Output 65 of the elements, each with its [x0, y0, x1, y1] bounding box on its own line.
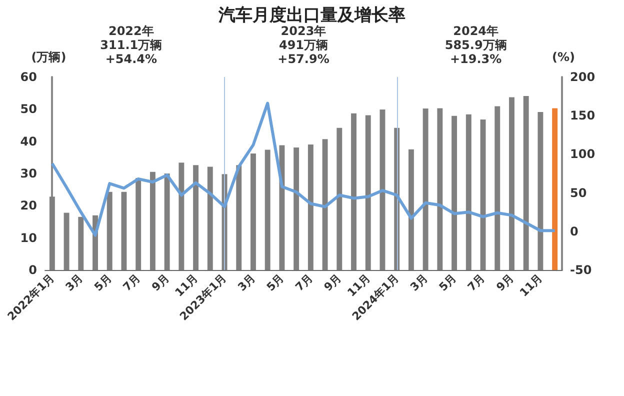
x-tick-label: 11月 [517, 271, 546, 300]
y-tick-label: 30 [20, 166, 37, 180]
bar [322, 139, 328, 270]
x-tick-label: 5月 [264, 271, 287, 294]
y-tick-label: 40 [20, 134, 37, 148]
line-series [50, 102, 556, 237]
text: 2024年 585.9万辆 +19.3% [444, 24, 507, 66]
x-tick-label: 9月 [322, 271, 344, 294]
bar [466, 114, 472, 270]
x-tick-label: 7月 [292, 271, 316, 294]
bar [150, 172, 156, 270]
bar [136, 178, 142, 270]
bar [437, 108, 443, 270]
bar [250, 154, 256, 270]
bar [178, 162, 184, 270]
bar [336, 128, 342, 270]
x-tick-label: 7月 [465, 271, 488, 294]
bar [422, 108, 428, 270]
y-axis-title: (万辆) [31, 50, 66, 64]
bar [552, 108, 558, 270]
bar [193, 165, 199, 270]
bar [351, 113, 356, 270]
y2-tick-label: -50 [570, 263, 592, 277]
y2-axis-title: (%) [552, 50, 575, 64]
bar [538, 112, 544, 270]
bar [264, 150, 270, 270]
bar [380, 109, 386, 270]
y2-tick-label: 200 [570, 70, 596, 84]
bar [523, 96, 529, 270]
bar [494, 106, 500, 270]
bar [236, 165, 242, 270]
chart-title: 汽车月度出口量及增长率 [218, 6, 406, 26]
x-tick-label: 3月 [63, 271, 86, 294]
x-tick-label: 5月 [436, 271, 459, 294]
bar [294, 147, 300, 270]
y-tick-label: 60 [20, 70, 37, 84]
y-tick-label: 50 [20, 102, 37, 116]
x-tick-label: 3月 [408, 271, 430, 294]
y2-tick-label: 150 [570, 108, 596, 123]
y-tick-label: 0 [28, 263, 37, 277]
bar [308, 144, 314, 270]
bar [78, 216, 84, 270]
y2-tick-label: 100 [570, 147, 596, 162]
bar [64, 212, 70, 270]
bar [207, 166, 213, 270]
x-tick-label: 9月 [494, 271, 516, 294]
x-tick-label: 5月 [92, 271, 114, 294]
y-tick-label: 20 [20, 198, 37, 213]
y-tick-label: 10 [20, 230, 37, 245]
bar [121, 192, 127, 270]
y2-tick-label: 50 [570, 186, 587, 200]
bar [279, 145, 285, 270]
bar [164, 174, 170, 270]
text: 2023年 491万辆 +57.9% [278, 24, 330, 66]
bar [106, 192, 112, 270]
x-tick-label: 9月 [149, 271, 172, 294]
y2-tick-label: 0 [570, 224, 578, 238]
x-tick-label: 7月 [120, 271, 143, 294]
bar [480, 119, 486, 270]
bar [365, 115, 371, 270]
text: 2022年 311.1万辆 +54.4% [100, 24, 162, 66]
bar [408, 149, 414, 270]
x-tick-label: 3月 [235, 271, 258, 294]
bar [452, 116, 458, 270]
bar [509, 97, 514, 270]
